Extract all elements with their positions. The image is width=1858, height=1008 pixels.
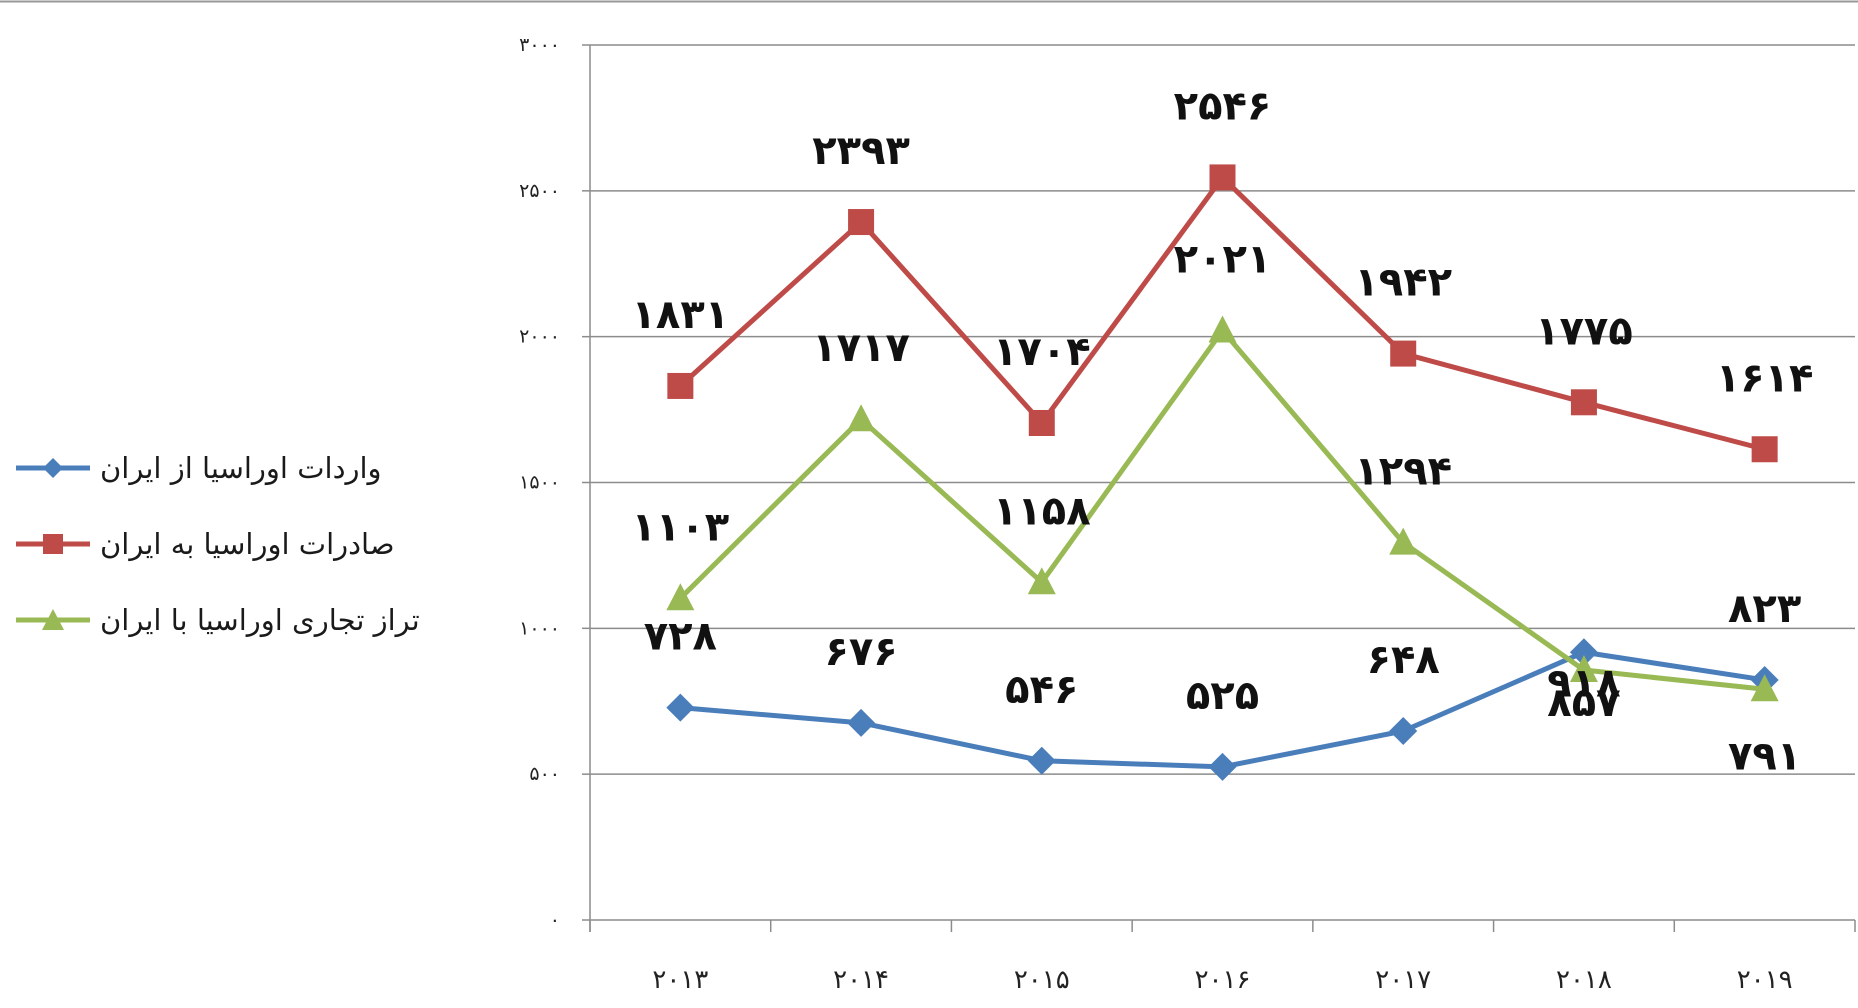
x-tick-label: ۲۰۱۹ bbox=[1737, 965, 1793, 995]
data-point bbox=[667, 372, 694, 399]
data-point bbox=[1389, 717, 1418, 745]
y-tick-label: ۲۵۰۰ bbox=[519, 180, 560, 202]
data-label: ۱۶۱۴ bbox=[1716, 355, 1814, 401]
y-tick-label: ۳۰۰۰ bbox=[519, 34, 560, 56]
y-tick-label: ۰ bbox=[550, 909, 560, 931]
data-label: ۱۱۰۳ bbox=[632, 504, 730, 550]
x-tick-label: ۲۰۱۷ bbox=[1375, 965, 1431, 995]
y-tick-label: ۱۰۰۰ bbox=[519, 617, 560, 639]
data-point bbox=[1750, 674, 1779, 702]
x-tick-label: ۲۰۱۴ bbox=[833, 965, 889, 995]
data-point bbox=[1390, 340, 1417, 367]
data-label: ۵۴۶ bbox=[1005, 667, 1078, 713]
data-point bbox=[847, 708, 876, 737]
data-label: ۱۷۷۵ bbox=[1535, 308, 1633, 354]
data-label: ۶۴۸ bbox=[1367, 637, 1440, 683]
data-point bbox=[1208, 315, 1237, 343]
data-point bbox=[1570, 389, 1597, 416]
legend-swatch-square-icon bbox=[16, 534, 90, 554]
legend-item-exports: صادرات اوراسیا به ایران bbox=[14, 506, 444, 582]
data-label: ۲۰۲۱ bbox=[1174, 237, 1272, 283]
data-point bbox=[847, 404, 876, 432]
data-label: ۱۲۹۴ bbox=[1354, 449, 1452, 495]
y-tick-label: ۱۵۰۰ bbox=[519, 472, 560, 494]
data-label: ۱۱۵۸ bbox=[993, 488, 1091, 534]
data-point bbox=[1209, 164, 1236, 191]
data-point bbox=[1028, 410, 1055, 436]
data-label: ۱۹۴۲ bbox=[1354, 260, 1452, 306]
legend-label-imports: واردات اوراسیا از ایران bbox=[100, 451, 382, 485]
data-point bbox=[1027, 567, 1056, 595]
y-tick-label: ۲۰۰۰ bbox=[519, 326, 560, 348]
data-label: ۱۸۳۱ bbox=[632, 292, 730, 338]
data-label: ۵۲۵ bbox=[1186, 673, 1259, 719]
data-label: ۶۷۶ bbox=[824, 629, 897, 675]
data-label: ۹۱۸ bbox=[1547, 660, 1620, 706]
data-point bbox=[1751, 436, 1778, 463]
data-label: ۲۵۴۶ bbox=[1174, 83, 1272, 129]
data-point bbox=[1569, 655, 1598, 683]
data-label: ۷۹۱ bbox=[1728, 733, 1801, 779]
data-point bbox=[1389, 527, 1418, 555]
data-label: ۸۲۳ bbox=[1728, 586, 1801, 632]
legend-label-balance: تراز تجاری اوراسیا با ایران bbox=[100, 603, 420, 637]
data-point bbox=[848, 209, 875, 236]
data-point bbox=[1208, 752, 1237, 781]
data-label: ۷۲۸ bbox=[644, 614, 717, 660]
data-label: ۸۵۷ bbox=[1547, 680, 1620, 726]
data-label: ۲۳۹۳ bbox=[812, 128, 910, 174]
legend-label-exports: صادرات اوراسیا به ایران bbox=[100, 527, 395, 561]
legend: واردات اوراسیا از ایران صادرات اوراسیا ب… bbox=[14, 430, 444, 658]
x-tick-label: ۲۰۱۶ bbox=[1195, 965, 1251, 995]
data-label: ۱۷۰۴ bbox=[993, 329, 1091, 375]
y-tick-label: ۵۰۰ bbox=[529, 763, 560, 785]
legend-item-balance: تراز تجاری اوراسیا با ایران bbox=[14, 582, 444, 658]
legend-item-imports: واردات اوراسیا از ایران bbox=[14, 430, 444, 506]
data-label: ۱۷۱۷ bbox=[812, 325, 910, 371]
data-point bbox=[666, 583, 695, 611]
x-tick-label: ۲۰۱۸ bbox=[1556, 965, 1612, 995]
legend-swatch-diamond-icon bbox=[16, 458, 90, 478]
legend-swatch-triangle-icon bbox=[16, 609, 90, 630]
data-point bbox=[1027, 746, 1056, 775]
x-tick-label: ۲۰۱۳ bbox=[652, 965, 708, 995]
data-point bbox=[1569, 638, 1598, 667]
x-tick-label: ۲۰۱۵ bbox=[1014, 965, 1070, 995]
data-point bbox=[666, 693, 695, 722]
